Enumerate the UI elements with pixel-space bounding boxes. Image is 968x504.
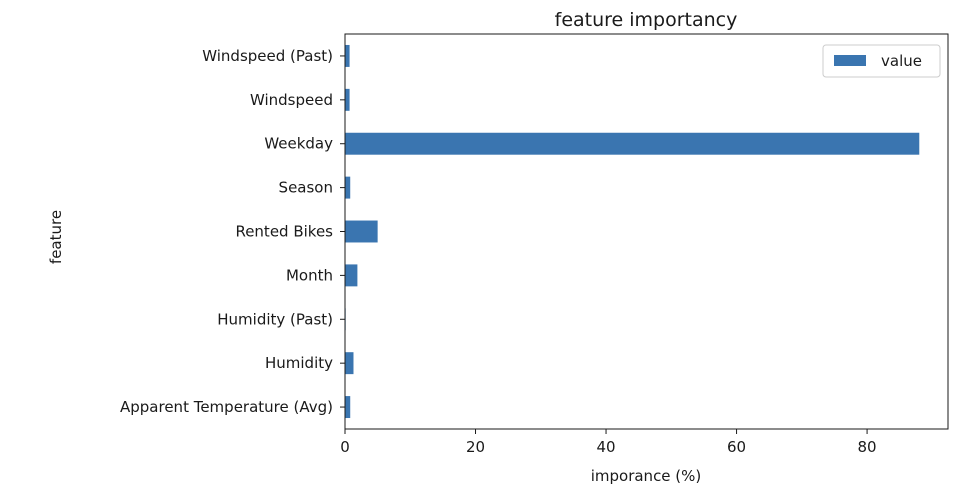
y-tick-label: Season [279,179,333,197]
x-tick-label: 40 [596,438,615,456]
y-tick-label: Humidity (Past) [217,310,333,328]
y-tick-label: Month [286,266,333,284]
legend: value [822,44,941,78]
plot-frame [344,33,949,430]
x-tick-label: 80 [858,438,877,456]
bar [345,44,350,67]
chart-title: feature importancy [555,9,738,31]
bar [345,88,350,111]
x-tick-label: 0 [340,438,350,456]
y-axis-ticks: Apparent Temperature (Avg) Humidity Humidi… [120,47,345,416]
x-axis-label: imporance (%) [591,467,702,485]
bars-layer [345,44,920,419]
legend-box [822,44,941,78]
x-axis-ticks: 0 20 40 60 80 [340,429,877,456]
bar [345,352,354,375]
y-tick-label: Rented Bikes [235,223,333,241]
y-tick-label: Windspeed [250,91,333,109]
bar [345,220,378,243]
y-tick-label: Apparent Temperature (Avg) [120,398,333,416]
bar [345,132,920,155]
bar [345,264,358,287]
y-tick-label: Weekday [264,135,333,153]
legend-label: value [881,52,922,70]
bar [345,396,351,419]
y-tick-label: Windspeed (Past) [202,47,333,65]
legend-swatch [834,55,866,66]
bar [345,176,351,199]
x-tick-label: 20 [466,438,485,456]
y-axis-label: feature [47,210,65,264]
y-tick-label: Humidity [265,354,333,372]
x-tick-label: 60 [727,438,746,456]
